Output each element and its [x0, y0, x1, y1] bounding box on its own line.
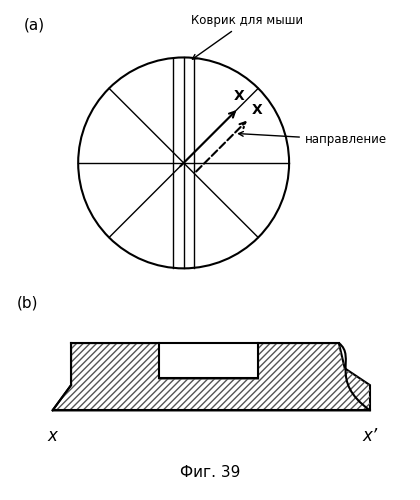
Text: направление: направление — [239, 132, 387, 146]
Text: Коврик для мыши: Коврик для мыши — [191, 14, 303, 59]
Text: (b): (b) — [16, 296, 38, 311]
Text: X: X — [234, 90, 245, 104]
Text: x: x — [47, 428, 58, 446]
Polygon shape — [160, 343, 258, 378]
Text: Фиг. 39: Фиг. 39 — [180, 465, 240, 480]
Text: (a): (a) — [24, 18, 45, 32]
Polygon shape — [52, 343, 370, 410]
Text: X: X — [252, 103, 263, 117]
Text: x’: x’ — [362, 428, 378, 446]
